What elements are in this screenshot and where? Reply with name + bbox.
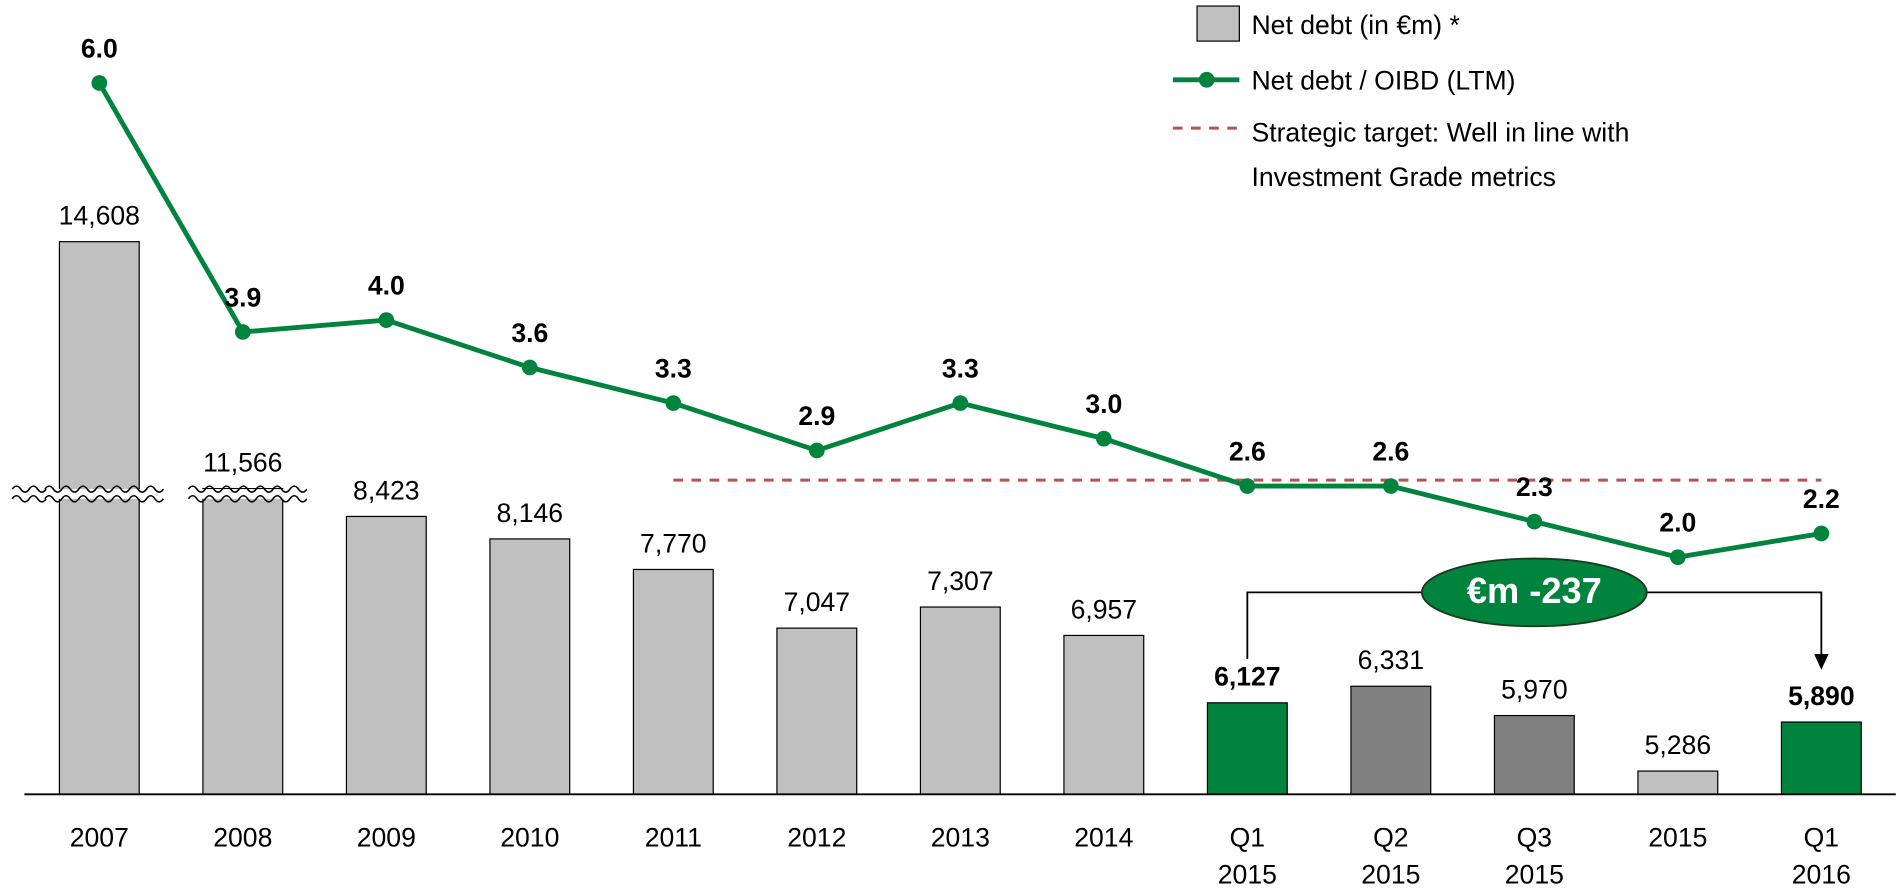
x-tick-label: 2014: [1074, 822, 1134, 853]
annotation-badge: [1421, 557, 1648, 628]
line-point: [1526, 513, 1543, 530]
line-value-label: 2.6: [1229, 436, 1266, 466]
line-value-label: 6.0: [81, 33, 118, 63]
line-value-label: 3.0: [1085, 389, 1122, 419]
bar-value-label: 6,957: [1071, 594, 1138, 624]
legend-swatch: [1198, 71, 1215, 88]
bar-value-label: 7,307: [927, 566, 994, 596]
x-tick-label: 2011: [644, 822, 702, 853]
bar-value-label: 5,286: [1645, 730, 1712, 760]
x-tick-label: 2012: [787, 822, 847, 853]
x-tick-label-box: 2012: [787, 822, 847, 853]
x-tick-label: 2015: [1648, 822, 1708, 853]
legend-label: Net debt (in €m) *: [1251, 9, 1460, 40]
bar: [1637, 770, 1719, 795]
annotation-arrowhead: [1814, 654, 1829, 670]
x-tick-label-box: 2008: [213, 822, 273, 853]
line-value-label: 3.3: [655, 353, 692, 383]
line-point: [521, 359, 538, 376]
x-tick-label-box: 2010: [500, 822, 560, 853]
legend-label-box: Strategic target: Well in line with Inve…: [1251, 117, 1630, 193]
legend-label-box: Net debt (in €m) *: [1251, 9, 1460, 40]
x-tick-label: 2010: [500, 822, 560, 853]
bar: [1493, 714, 1575, 795]
bar-value-label: 14,608: [59, 201, 140, 231]
annotation-text: €m -237: [1467, 570, 1602, 611]
axis-break: [187, 485, 308, 493]
x-tick-label: 2013: [930, 822, 990, 853]
line-value-label: 2.2: [1803, 484, 1840, 514]
x-tick-label: 2008: [213, 822, 273, 853]
x-tick-label-box: 2011: [644, 822, 702, 853]
line-value-label: 3.6: [511, 318, 548, 348]
bar-value-label: 6,331: [1358, 645, 1425, 675]
axis-break: [11, 485, 47, 493]
legend-label: Net debt / OIBD (LTM): [1251, 65, 1516, 96]
x-tick-label: Q2 2015: [1361, 822, 1421, 890]
x-tick-label-box: Q3 2015: [1504, 822, 1564, 890]
bar: [1063, 634, 1145, 795]
bar: [345, 515, 427, 795]
bar-value-label: 5,970: [1501, 674, 1568, 704]
bar-value-label: 7,047: [784, 587, 851, 617]
legend-label-box: Net debt / OIBD (LTM): [1251, 65, 1516, 96]
line-point: [1382, 478, 1399, 494]
bar: [1780, 721, 1862, 795]
line-point: [1239, 478, 1256, 494]
bar: [489, 538, 571, 795]
bar: [919, 606, 1001, 795]
x-tick-label: 2007: [69, 822, 129, 853]
bar-value-label: 5,890: [1788, 681, 1855, 711]
x-tick-label-box: 2015: [1648, 822, 1708, 853]
x-tick-label-box: 2014: [1074, 822, 1134, 853]
x-tick-label-box: 2009: [356, 822, 416, 853]
bar-value-label: 8,423: [353, 475, 420, 505]
bar-value-label: 8,146: [497, 498, 564, 528]
bar: [202, 488, 284, 795]
line-point: [234, 324, 251, 340]
line-point: [952, 395, 969, 411]
bar: [58, 241, 140, 795]
bar: [632, 568, 714, 795]
x-tick-label-box: Q1 2015: [1217, 822, 1277, 890]
bar-value-label: 7,770: [640, 528, 707, 558]
line-value-label: 4.0: [368, 270, 405, 300]
axis-break: [44, 495, 165, 503]
legend-label: Strategic target: Well in line with Inve…: [1251, 117, 1630, 193]
line-point: [378, 312, 395, 328]
x-tick-label: Q1 2015: [1217, 822, 1277, 890]
line-value-label: 2.0: [1659, 508, 1696, 538]
axis-break-gap: [188, 489, 298, 499]
axis-break: [11, 495, 47, 503]
line-point: [665, 395, 682, 411]
line-point: [808, 442, 825, 459]
line-point: [1095, 430, 1112, 447]
x-tick-label-box: 2007: [69, 822, 129, 853]
x-tick-label: 2009: [356, 822, 416, 853]
x-tick-label-box: Q1 2016: [1791, 822, 1851, 890]
bar: [1206, 702, 1288, 795]
axis-break: [44, 485, 165, 493]
bar: [776, 627, 858, 795]
x-tick-label-box: Q2 2015: [1361, 822, 1421, 890]
x-tick-label: Q1 2016: [1791, 822, 1851, 890]
line-value-label: 3.9: [224, 282, 261, 312]
bar-value-label: 11,566: [203, 447, 282, 477]
line-value-label: 3.3: [942, 353, 979, 383]
axis-break-gap: [44, 489, 154, 499]
axis-break: [187, 495, 308, 503]
bar-value-label: 6,127: [1214, 662, 1281, 692]
bar: [1350, 685, 1432, 795]
x-tick-label-box: 2013: [930, 822, 990, 853]
line-point: [1669, 549, 1686, 566]
line-value-label: 2.3: [1516, 472, 1553, 502]
legend-swatch: [1196, 5, 1240, 42]
line-point: [1813, 525, 1830, 542]
line-value-label: 2.6: [1372, 436, 1409, 466]
line-value-label: 2.9: [798, 401, 835, 431]
x-tick-label: Q3 2015: [1504, 822, 1564, 890]
line-point: [91, 75, 108, 91]
